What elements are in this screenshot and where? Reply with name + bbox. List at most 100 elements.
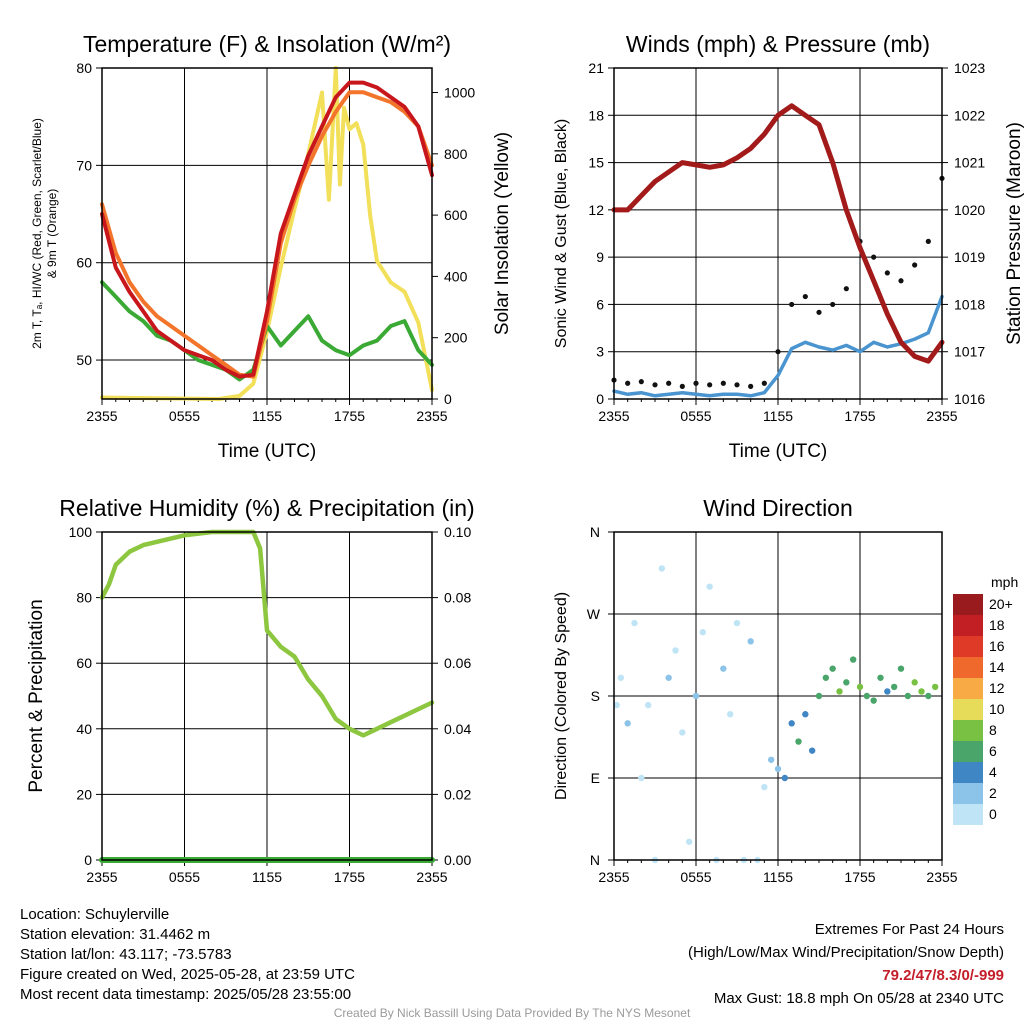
credit-text: Created By Nick Bassill Using Data Provi… [333, 1006, 691, 1020]
x-tick-label: 1755 [844, 408, 875, 424]
x-tick-label: 0555 [680, 869, 711, 885]
direction-point [761, 783, 768, 791]
y2-tick-label: 1018 [954, 296, 985, 312]
direction-point [699, 629, 707, 636]
x-tick-label: 1755 [844, 869, 875, 885]
x-tick-label: 2355 [598, 408, 629, 424]
extremes-info: Extremes For Past 24 Hours (High/Low/Max… [688, 918, 1004, 1010]
direction-point [931, 683, 939, 691]
x-tick-label: 1155 [763, 408, 793, 424]
direction-point [836, 688, 843, 695]
colorbar-swatch [953, 594, 983, 615]
colorbar-label: 20+ [989, 596, 1013, 612]
y-tick-label: 21 [588, 60, 604, 76]
direction-point [911, 679, 918, 686]
x-tick-label: 1155 [252, 869, 282, 885]
colorbar-label: 16 [989, 638, 1005, 654]
direction-point [843, 679, 850, 686]
colorbar-swatch [953, 657, 983, 678]
y-tick-label: 15 [588, 155, 604, 171]
y2-tick-label: 1020 [954, 202, 985, 218]
latlon-text: Station lat/lon: 43.117; -73.5783 [20, 946, 232, 963]
y-tick-label: 70 [76, 157, 92, 173]
colorbar-swatch [953, 636, 983, 657]
panel-temp: Temperature (F) & Insolation (W/m²) 50 60 7… [30, 31, 513, 462]
gust-point [775, 349, 781, 355]
chart-title: Temperature (F) & Insolation (W/m²) [83, 31, 451, 57]
colorbar-swatch [953, 804, 983, 825]
gust-point [638, 379, 644, 385]
x-tick-label: 2355 [416, 869, 447, 885]
direction-point [870, 697, 877, 704]
recent-text: Most recent data timestamp: 2025/05/28 2… [20, 986, 352, 1003]
direction-point [638, 774, 645, 782]
y-tick-label: 0 [596, 391, 604, 407]
y2-tick-label: 1019 [954, 249, 985, 265]
colorbar-swatch [953, 699, 983, 720]
y-tick-label: 100 [69, 524, 93, 540]
gust-point [830, 301, 836, 308]
direction-point [856, 683, 864, 691]
gust-point [734, 382, 740, 388]
colorbar-label: 10 [989, 701, 1005, 717]
direction-point [877, 674, 884, 681]
direction-point [692, 692, 700, 700]
colorbar-label: 4 [989, 764, 997, 780]
colorbar-swatch [953, 678, 983, 699]
direction-point [720, 665, 727, 672]
direction-point [781, 774, 789, 782]
x-tick-label: 2355 [416, 408, 447, 424]
colorbar: mph 20+ 18 16 14 12 10 8 6 4 2 0 [953, 574, 1018, 825]
x-axis-label: Time (UTC) [729, 441, 828, 462]
direction-point [644, 701, 652, 709]
y2-axis-label: Station Pressure (Maroon) [1004, 122, 1024, 345]
series-line-station-pressure [611, 103, 945, 364]
panel-rh: Relative Humidity (%) & Precipitation (i… [26, 495, 475, 885]
direction-point [890, 683, 898, 691]
colorbar-swatch [953, 783, 983, 804]
direction-point [822, 674, 830, 681]
direction-point [624, 720, 631, 727]
y-tick-label: 18 [588, 107, 604, 123]
x-tick-label: 2355 [86, 408, 117, 424]
y2-tick-label: 1017 [954, 344, 985, 360]
panel-wind: Winds (mph) & Pressure (mb) 0 3 6 9 12 15 18 21 1… [553, 31, 1024, 462]
x-tick-label: 2355 [926, 869, 957, 885]
x-tick-label: 0555 [680, 408, 711, 424]
direction-point [863, 692, 871, 700]
y-tick-label: N [590, 852, 600, 868]
y-axis-label: 2m T, Tₐ, HI/WC (Red, Green, Scarlet/Blu… [30, 118, 44, 349]
series-line-solar-insolation [100, 66, 434, 401]
direction-point [613, 701, 620, 709]
y-tick-label: 80 [76, 60, 92, 76]
direction-point [795, 738, 802, 745]
gust-point [761, 380, 767, 386]
gust-point [652, 382, 658, 388]
y-tick-label: 0 [84, 852, 92, 868]
y-tick-label: 80 [76, 590, 92, 606]
gust-point [666, 380, 672, 386]
gust-point [693, 380, 699, 386]
plot-border [101, 67, 433, 400]
direction-point [617, 674, 625, 681]
x-tick-label: 2355 [86, 869, 117, 885]
y2-tick-label: 1000 [444, 85, 475, 101]
direction-point [829, 665, 836, 672]
gust-point [789, 301, 795, 308]
direction-point [685, 838, 693, 845]
x-tick-label: 1755 [334, 408, 365, 424]
x-axis-label: Time (UTC) [218, 441, 317, 462]
direction-point [904, 692, 912, 700]
y-tick-label: 6 [596, 296, 604, 312]
x-tick-label: 0555 [169, 869, 200, 885]
y2-tick-label: 800 [444, 146, 468, 162]
gust-point [707, 382, 713, 388]
y2-tick-label: 1023 [954, 60, 985, 76]
direction-point [897, 665, 905, 672]
x-tick-label: 1755 [334, 869, 365, 885]
y2-tick-label: 0.06 [444, 655, 471, 671]
direction-point [808, 747, 816, 754]
y-axis-label: Percent & Precipitation [26, 599, 47, 792]
series-line-sonic-wind [612, 294, 944, 398]
